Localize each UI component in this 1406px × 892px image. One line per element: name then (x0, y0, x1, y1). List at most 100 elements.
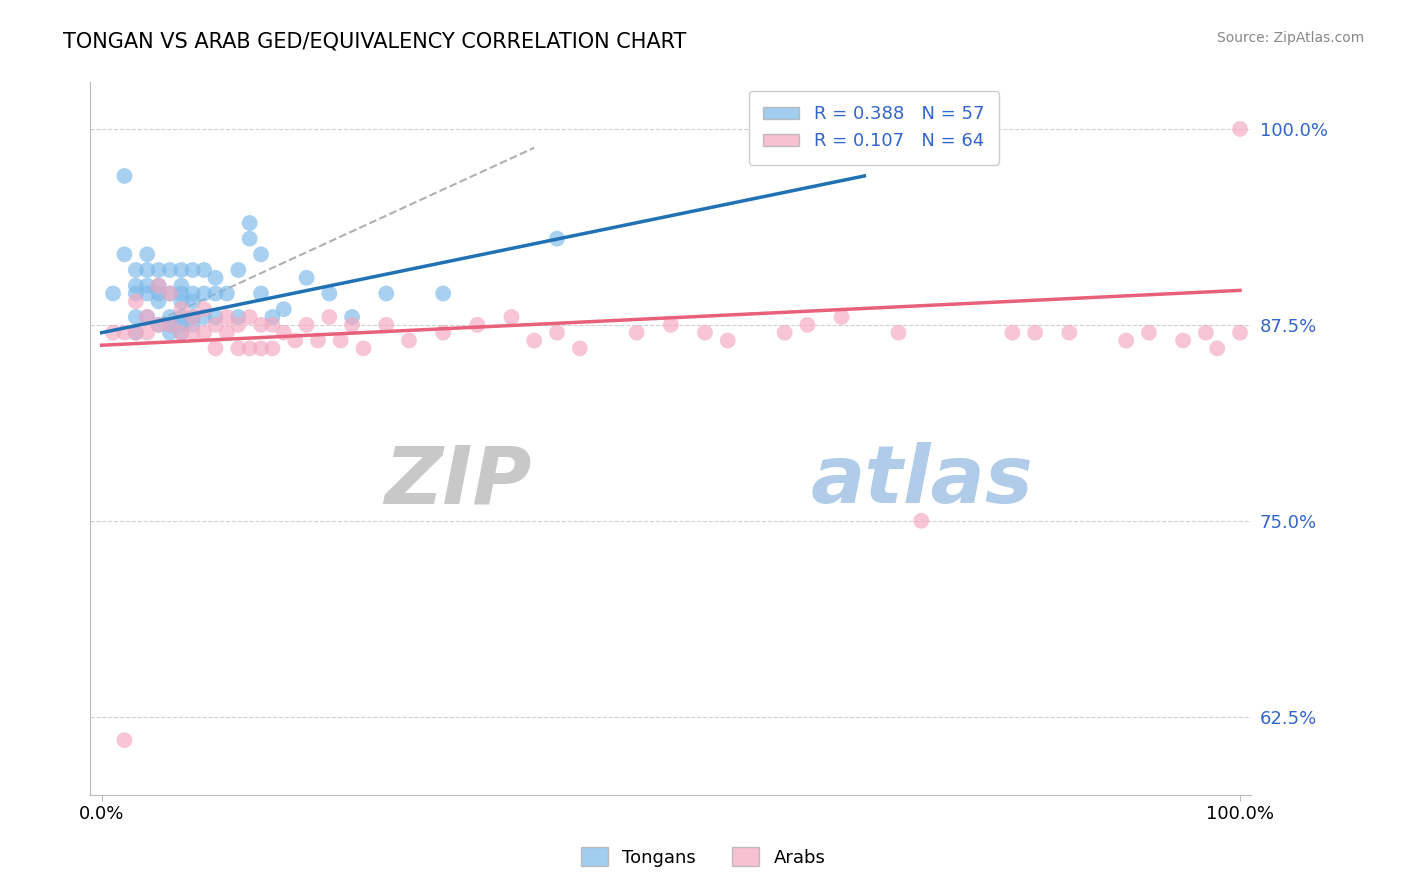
Point (340, 310, 363, 324)
Point (853, 122, 876, 136)
Point (307, 334, 329, 348)
Point (112, 326, 135, 340)
Point (159, 318, 181, 332)
Point (204, 270, 226, 285)
Point (1115, 334, 1137, 348)
Point (1024, 326, 1046, 340)
Point (101, 286, 124, 301)
Point (239, 232, 262, 246)
Point (796, 318, 818, 332)
Point (273, 326, 295, 340)
Point (148, 294, 170, 309)
Point (181, 310, 204, 324)
Point (226, 263, 249, 277)
Point (181, 318, 204, 332)
Point (125, 286, 148, 301)
Point (148, 278, 170, 293)
Point (1229, 326, 1251, 340)
Point (1229, 122, 1251, 136)
Point (501, 310, 523, 324)
Point (546, 232, 568, 246)
Point (148, 278, 170, 293)
Point (181, 326, 204, 340)
Point (193, 263, 215, 277)
Point (329, 334, 352, 348)
Point (773, 326, 796, 340)
Point (1137, 326, 1160, 340)
Point (193, 286, 215, 301)
Point (193, 302, 215, 317)
Point (125, 326, 148, 340)
Point (204, 342, 226, 356)
Point (159, 326, 181, 340)
Point (112, 247, 135, 261)
Point (887, 326, 910, 340)
Text: Source: ZipAtlas.com: Source: ZipAtlas.com (1216, 31, 1364, 45)
Point (523, 334, 546, 348)
Point (568, 342, 591, 356)
Point (250, 286, 273, 301)
Point (717, 334, 740, 348)
Point (831, 310, 853, 324)
Point (148, 263, 170, 277)
Point (204, 318, 226, 332)
Text: atlas: atlas (810, 442, 1033, 520)
Point (1001, 326, 1024, 340)
Legend: Tongans, Arabs: Tongans, Arabs (574, 840, 832, 874)
Point (226, 310, 249, 324)
Point (295, 270, 318, 285)
Point (148, 318, 170, 332)
Point (215, 326, 238, 340)
Point (170, 326, 193, 340)
Point (1206, 342, 1229, 356)
Point (170, 294, 193, 309)
Point (250, 247, 273, 261)
Point (262, 310, 284, 324)
Point (136, 310, 159, 324)
Point (170, 263, 193, 277)
Point (181, 286, 204, 301)
Point (159, 286, 181, 301)
Point (170, 302, 193, 317)
Point (226, 318, 249, 332)
Point (318, 286, 340, 301)
Point (262, 342, 284, 356)
Point (136, 278, 159, 293)
Point (204, 310, 226, 324)
Point (284, 334, 307, 348)
Point (159, 286, 181, 301)
Point (546, 326, 568, 340)
Point (136, 310, 159, 324)
Point (250, 318, 273, 332)
Point (112, 169, 135, 183)
Legend: R = 0.388   N = 57, R = 0.107   N = 64: R = 0.388 N = 57, R = 0.107 N = 64 (748, 91, 998, 165)
Point (273, 302, 295, 317)
Point (125, 263, 148, 277)
Point (239, 310, 262, 324)
Point (148, 286, 170, 301)
Point (1171, 334, 1194, 348)
Point (910, 514, 932, 528)
Text: ZIP: ZIP (384, 442, 531, 520)
Point (193, 310, 215, 324)
Point (465, 318, 488, 332)
Point (1057, 326, 1080, 340)
Point (181, 294, 204, 309)
Point (112, 733, 135, 747)
Point (136, 263, 159, 277)
Point (170, 326, 193, 340)
Point (136, 326, 159, 340)
Point (170, 310, 193, 324)
Point (170, 278, 193, 293)
Point (170, 286, 193, 301)
Point (159, 318, 181, 332)
Point (170, 318, 193, 332)
Point (375, 286, 398, 301)
Point (193, 326, 215, 340)
Point (101, 326, 124, 340)
Point (125, 310, 148, 324)
Text: TONGAN VS ARAB GED/EQUIVALENCY CORRELATION CHART: TONGAN VS ARAB GED/EQUIVALENCY CORRELATI… (63, 31, 686, 51)
Point (159, 263, 181, 277)
Point (398, 334, 420, 348)
Point (432, 326, 454, 340)
